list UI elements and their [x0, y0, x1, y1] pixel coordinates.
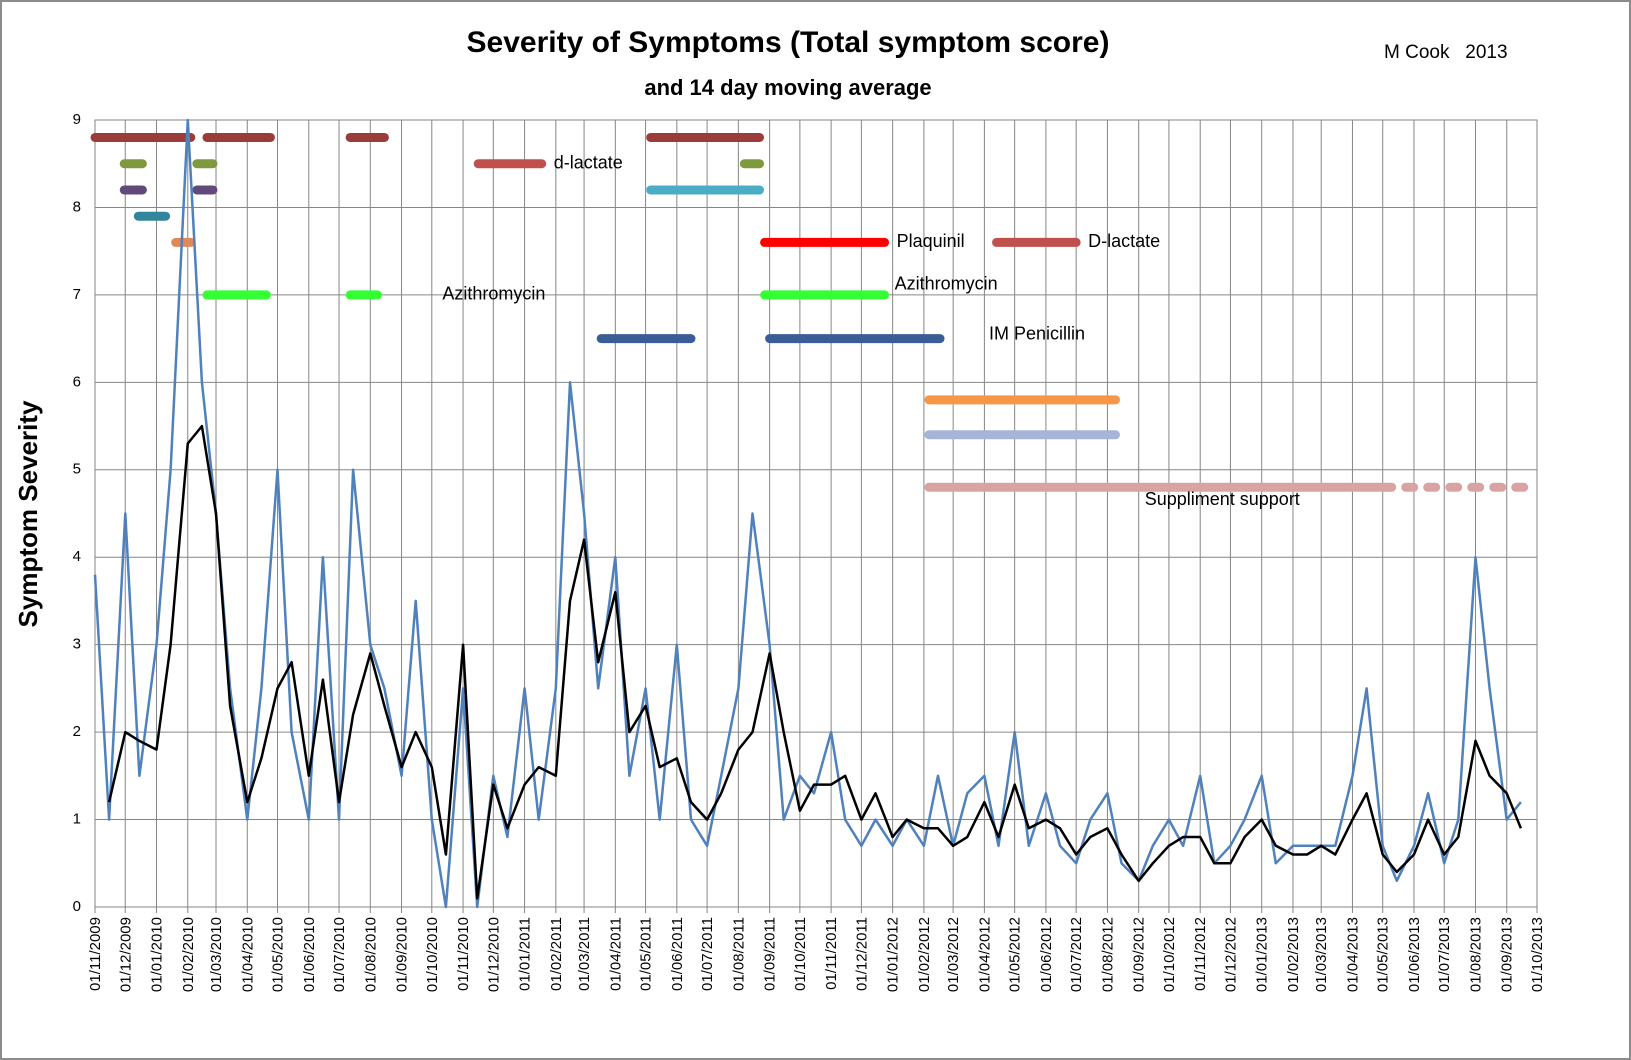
x-tick-label: 01/11/2009: [87, 917, 104, 991]
x-tick-label: 01/06/2012: [1038, 917, 1055, 992]
author: M Cook 2013: [1384, 42, 1508, 63]
x-tick-label: 01/08/2013: [1467, 917, 1484, 992]
x-tick-label: 01/02/2010: [180, 917, 197, 992]
x-tick-label: 01/03/2012: [945, 917, 962, 992]
treatment-label: D-lactate: [1088, 231, 1160, 251]
y-tick-label: 3: [73, 636, 81, 653]
y-tick-label: 0: [73, 898, 81, 915]
x-tick-label: 01/12/2012: [1222, 917, 1239, 992]
x-tick-label: 01/12/2009: [117, 917, 134, 992]
x-tick-label: 01/09/2010: [394, 917, 411, 992]
x-tick-label: 01/04/2012: [976, 917, 993, 992]
x-tick-label: 01/05/2012: [1007, 917, 1024, 992]
x-tick-label: 01/10/2013: [1529, 917, 1546, 992]
y-tick-label: 4: [73, 548, 81, 565]
y-tick-label: 8: [73, 198, 81, 215]
x-tick-label: 01/10/2012: [1161, 917, 1178, 992]
x-tick-label: 01/02/2011: [548, 917, 565, 991]
x-tick-label: 01/11/2012: [1192, 917, 1209, 991]
chart-title: Severity of Symptoms (Total symptom scor…: [467, 26, 1110, 59]
x-tick-label: 01/04/2010: [239, 917, 256, 992]
x-tick-label: 01/08/2010: [362, 917, 379, 992]
x-tick-label: 01/07/2013: [1436, 917, 1453, 992]
x-tick-label: 01/09/2011: [762, 917, 779, 991]
treatment-label: Plaquinil: [897, 231, 965, 251]
x-tick-label: 01/06/2013: [1406, 917, 1423, 992]
x-tick-label: 01/12/2010: [485, 917, 502, 992]
y-tick-label: 2: [73, 723, 81, 740]
x-tick-label: 01/01/2010: [149, 917, 166, 992]
treatment-label: d-lactate: [554, 152, 623, 172]
y-axis-label: Symptom Severity: [13, 400, 43, 627]
x-tick-label: 01/11/2010: [455, 917, 472, 991]
x-tick-label: 01/04/2013: [1344, 917, 1361, 992]
x-tick-label: 01/02/2012: [916, 917, 933, 992]
x-tick-label: 01/05/2010: [270, 917, 287, 992]
y-tick-label: 6: [73, 373, 81, 390]
x-tick-label: 01/01/2011: [517, 917, 534, 991]
x-tick-label: 01/03/2010: [208, 917, 225, 992]
x-tick-label: 01/06/2011: [669, 917, 686, 991]
treatment-label: IM Penicillin: [989, 323, 1085, 343]
x-tick-label: 01/07/2010: [331, 917, 348, 992]
x-tick-label: 01/05/2013: [1375, 917, 1392, 992]
x-tick-label: 01/03/2011: [576, 917, 593, 991]
x-tick-label: 01/01/2013: [1254, 917, 1271, 992]
series-line: [93, 118, 1522, 909]
x-tick-label: 01/01/2012: [885, 917, 902, 992]
x-tick-label: 01/02/2013: [1285, 917, 1302, 992]
y-tick-label: 7: [73, 286, 81, 303]
x-tick-label: 01/03/2013: [1313, 917, 1330, 992]
x-tick-label: 01/08/2012: [1099, 917, 1116, 992]
x-tick-label: 01/09/2012: [1131, 917, 1148, 992]
y-tick-label: 9: [73, 111, 81, 128]
y-tick-label: 5: [73, 461, 81, 478]
x-tick-label: 01/04/2011: [607, 917, 624, 991]
series-line: [107, 424, 1523, 900]
x-tick-label: 01/09/2013: [1499, 917, 1516, 992]
x-tick-label: 01/07/2012: [1068, 917, 1085, 992]
x-tick-label: 01/05/2011: [638, 917, 655, 991]
x-tick-label: 01/06/2010: [301, 917, 318, 992]
x-tick-label: 01/10/2010: [424, 917, 441, 992]
treatment-label: Azithromycin: [895, 274, 998, 294]
chart-subtitle: and 14 day moving average: [644, 75, 931, 100]
y-tick-label: 1: [73, 811, 81, 828]
x-tick-label: 01/11/2011: [823, 917, 840, 990]
x-tick-label: 01/07/2011: [699, 917, 716, 991]
treatment-label: Suppliment support: [1145, 489, 1300, 509]
x-tick-label: 01/08/2011: [730, 917, 747, 991]
x-tick-label: 01/12/2011: [853, 917, 870, 991]
treatment-label: Azithromycin: [442, 284, 545, 304]
x-tick-label: 01/10/2011: [792, 917, 809, 991]
